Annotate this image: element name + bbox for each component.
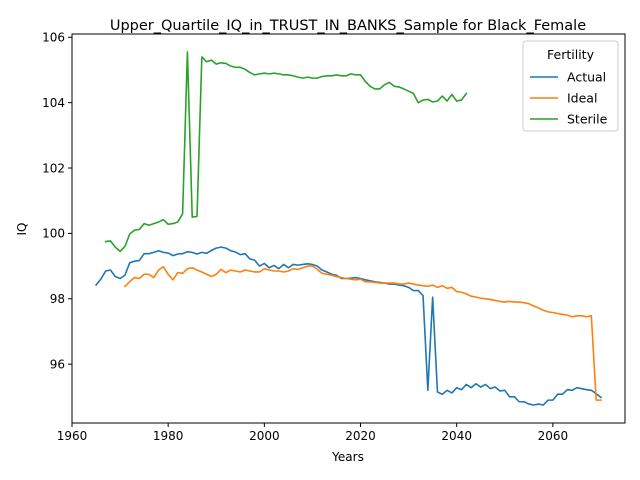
- chart-title: Upper_Quartile_IQ_in_TRUST_IN_BANKS_Samp…: [110, 18, 586, 34]
- x-tick-label: 2020: [345, 429, 376, 443]
- y-tick-label: 102: [42, 161, 65, 175]
- y-tick-label: 96: [50, 357, 65, 371]
- x-axis-label: Years: [331, 450, 364, 464]
- y-axis-label: IQ: [15, 223, 29, 236]
- y-tick-label: 100: [42, 227, 65, 241]
- series-line-ideal: [123, 265, 602, 401]
- legend-label-ideal: Ideal: [567, 91, 597, 106]
- axes: 1960 1980 2000 2020 2040 2060 96 98 100 102 104 106: [42, 31, 626, 443]
- legend-title: Fertility: [547, 47, 595, 62]
- x-tick-label: 1980: [153, 429, 184, 443]
- y-tick-label: 98: [50, 292, 65, 306]
- legend-label-sterile: Sterile: [567, 112, 608, 127]
- legend-box: [522, 40, 619, 132]
- x-tick-label: 2060: [538, 429, 569, 443]
- x-tick-label: 2000: [249, 429, 280, 443]
- series-line-sterile: [104, 51, 468, 253]
- y-tick-label: 106: [42, 31, 65, 45]
- x-tick-label: 1960: [57, 429, 88, 443]
- plot-frame: [71, 33, 626, 424]
- legend: Fertility Actual Ideal Sterile: [522, 40, 619, 132]
- y-tick-label: 104: [42, 96, 65, 110]
- series-layer: [94, 51, 603, 406]
- x-tick-label: 2040: [441, 429, 472, 443]
- legend-label-actual: Actual: [567, 70, 606, 85]
